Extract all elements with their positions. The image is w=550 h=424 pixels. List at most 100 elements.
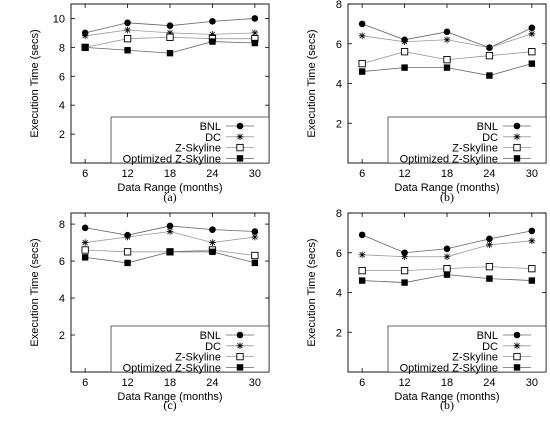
- legend-label: Z-Skyline: [175, 143, 221, 155]
- data-point: [251, 228, 259, 235]
- y-tick-label: 2: [336, 327, 342, 339]
- data-point: [81, 239, 89, 246]
- panel-caption: (b): [440, 190, 454, 204]
- data-point: [209, 226, 216, 233]
- data-point: [251, 39, 259, 47]
- x-tick-label: 18: [441, 377, 453, 389]
- legend-marker: [236, 155, 244, 162]
- y-tick-label: 8: [59, 42, 65, 54]
- legend-label: BNL: [200, 330, 221, 342]
- x-axis-label: Data Range (months): [394, 391, 499, 403]
- legend-label: Z-Skyline: [452, 143, 498, 155]
- x-tick-label: 24: [483, 168, 495, 180]
- data-point: [528, 277, 536, 284]
- data-point: [443, 56, 451, 64]
- legend-label: DC: [482, 341, 498, 353]
- data-point: [443, 245, 451, 253]
- legend-label: DC: [205, 132, 221, 144]
- x-tick-label: 12: [121, 168, 133, 180]
- data-point: [528, 60, 536, 67]
- legend-label: Z-Skyline: [452, 352, 498, 364]
- legend-label: BNL: [477, 330, 498, 342]
- legend-label: BNL: [200, 121, 221, 133]
- data-point: [486, 275, 493, 282]
- y-tick-label: 2: [59, 129, 65, 141]
- legend-marker: [513, 143, 521, 152]
- data-point: [443, 253, 451, 261]
- y-tick-label: 4: [336, 79, 342, 91]
- y-tick-label: 4: [59, 293, 65, 305]
- data-point: [124, 259, 131, 267]
- x-tick-label: 6: [82, 168, 88, 180]
- data-point: [124, 47, 131, 54]
- legend-label: Optimized Z-Skyline: [123, 362, 221, 374]
- legend-marker: [236, 331, 244, 339]
- y-tick-label: 6: [59, 256, 65, 268]
- x-tick-label: 18: [164, 168, 176, 180]
- y-tick-label: 2: [59, 330, 65, 342]
- data-point: [443, 64, 451, 71]
- data-point: [528, 24, 536, 32]
- data-point: [81, 44, 89, 51]
- legend-marker: [236, 352, 244, 361]
- data-point: [358, 68, 366, 75]
- x-tick-label: 6: [359, 377, 365, 389]
- data-point: [209, 18, 216, 25]
- x-tick-label: 30: [249, 168, 261, 180]
- data-point: [401, 64, 408, 71]
- legend-marker: [513, 122, 521, 130]
- data-point: [358, 231, 366, 239]
- data-point: [400, 266, 409, 275]
- data-point: [166, 33, 174, 41]
- data-point: [166, 29, 174, 37]
- legend-marker: [513, 342, 521, 350]
- data-point: [485, 263, 494, 271]
- x-axis-label: Data Range (months): [117, 182, 222, 194]
- x-tick-label: 12: [398, 168, 410, 180]
- legend-label: Optimized Z-Skyline: [123, 153, 221, 165]
- y-axis-label: Execution Time (secs): [29, 29, 41, 137]
- legend-marker: [236, 143, 244, 152]
- data-point: [166, 49, 174, 57]
- data-point: [485, 52, 494, 60]
- data-point: [81, 32, 89, 40]
- legend-label: BNL: [477, 121, 498, 133]
- y-tick-label: 6: [336, 39, 342, 51]
- y-axis-label: Execution Time (secs): [306, 238, 318, 346]
- legend-label: DC: [482, 132, 498, 144]
- x-tick-label: 18: [441, 168, 453, 180]
- y-tick-label: 6: [336, 248, 342, 260]
- x-tick-label: 6: [359, 168, 365, 180]
- legend-marker: [513, 133, 521, 141]
- x-axis-label: Data Range (months): [394, 182, 499, 194]
- y-tick-label: 6: [59, 71, 65, 83]
- legend-marker: [513, 155, 521, 162]
- x-axis-label: Data Range (months): [117, 391, 222, 403]
- data-point: [400, 48, 409, 56]
- legend-marker: [236, 342, 244, 350]
- data-point: [358, 32, 366, 40]
- data-point: [166, 222, 174, 230]
- y-tick-label: 10: [53, 13, 65, 25]
- legend-marker: [513, 352, 521, 361]
- x-tick-label: 24: [206, 168, 218, 180]
- data-point: [443, 271, 451, 278]
- data-point: [528, 227, 536, 235]
- data-point: [401, 249, 408, 257]
- y-tick-label: 2: [336, 118, 342, 130]
- x-tick-label: 24: [483, 377, 495, 389]
- legend-label: DC: [205, 341, 221, 353]
- data-point: [123, 248, 132, 256]
- data-point: [528, 237, 536, 245]
- data-point: [486, 44, 493, 52]
- y-tick-label: 8: [336, 0, 342, 11]
- data-point: [209, 31, 216, 38]
- data-point: [401, 279, 408, 286]
- data-point: [251, 251, 259, 260]
